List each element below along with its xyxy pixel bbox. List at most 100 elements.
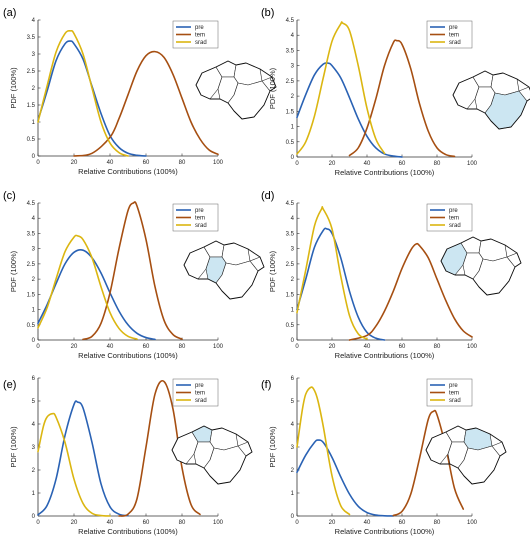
x-tick-label: 40	[364, 520, 371, 526]
x-tick-label: 80	[179, 160, 186, 166]
map-region-northeast	[490, 72, 520, 96]
y-tick-label: 1.5	[27, 103, 36, 109]
y-tick-label: 3	[291, 445, 295, 451]
series-line-pre	[296, 439, 395, 517]
series-line-tem	[392, 409, 465, 517]
y-tick-label: 5	[32, 399, 36, 405]
y-axis-title: PDF (100%)	[9, 67, 18, 109]
map-region-northeast	[221, 242, 251, 266]
y-tick-label: 5	[291, 399, 295, 405]
region-map	[183, 240, 265, 300]
x-tick-label: 40	[107, 160, 114, 166]
y-tick-label: 0	[291, 155, 295, 161]
y-tick-label: 3	[291, 64, 295, 70]
x-tick-label: 80	[434, 161, 441, 167]
map-region-west	[440, 242, 468, 276]
x-tick-label: 0	[295, 344, 299, 350]
x-tick-label: 0	[295, 161, 299, 167]
y-tick-label: 6	[291, 376, 295, 382]
y-tick-label: 2.5	[286, 79, 295, 85]
region-map	[425, 425, 507, 485]
map-region-west	[195, 66, 223, 100]
x-tick-label: 100	[213, 344, 224, 350]
map-region-west	[171, 431, 199, 465]
y-tick-label: 0.5	[27, 137, 36, 143]
map-outline	[171, 425, 253, 485]
panel-label: (f)	[261, 379, 271, 391]
legend-label-srad: srad	[449, 40, 461, 46]
series-line-srad	[37, 412, 111, 517]
x-tick-label: 0	[295, 520, 299, 526]
panel-c: (c) 0 20 40 60 80 100 0 0.5 1 1.5 2 2.5 3 3.5 4 4.5 Relat…	[3, 190, 265, 360]
map-region-northeast	[478, 238, 508, 262]
y-tick-label: 0	[291, 514, 295, 520]
legend-label-pre: pre	[449, 25, 458, 31]
map-region-east	[518, 86, 530, 102]
x-tick-label: 100	[213, 520, 224, 526]
region-map	[171, 425, 253, 485]
x-tick-label: 0	[36, 160, 40, 166]
y-tick-label: 1	[291, 125, 295, 131]
legend-label-tem: tem	[449, 33, 459, 39]
y-tick-label: 4.5	[286, 201, 295, 207]
y-tick-label: 4	[32, 18, 36, 24]
y-tick-label: 3.5	[27, 35, 36, 41]
panel-label: (d)	[261, 190, 274, 202]
x-tick-label: 20	[329, 344, 336, 350]
y-axis-title: PDF (100%)	[9, 250, 18, 292]
series-line-tem	[82, 201, 183, 341]
y-tick-label: 3	[291, 247, 295, 253]
y-tick-label: 1	[32, 308, 36, 314]
series-line-pre	[37, 249, 156, 341]
y-tick-label: 0.5	[286, 140, 295, 146]
map-region-northeast	[233, 62, 263, 86]
x-tick-label: 40	[364, 161, 371, 167]
x-tick-label: 60	[143, 344, 150, 350]
y-tick-label: 2	[32, 277, 36, 283]
y-tick-label: 2.5	[286, 262, 295, 268]
panel-label: (e)	[3, 379, 16, 391]
x-tick-label: 80	[434, 344, 441, 350]
map-region-northeast	[463, 427, 493, 451]
legend-box	[172, 378, 219, 407]
y-tick-label: 2.5	[27, 69, 36, 75]
legend-label-tem: tem	[449, 391, 459, 397]
series-line-tem	[73, 50, 219, 157]
y-tick-label: 4	[291, 422, 295, 428]
x-tick-label: 60	[399, 344, 406, 350]
y-tick-label: 0	[32, 338, 36, 344]
x-tick-label: 20	[71, 160, 78, 166]
legend-label-pre: pre	[195, 208, 204, 214]
y-tick-label: 2	[291, 94, 295, 100]
y-tick-label: 4.5	[27, 201, 36, 207]
panel-label: (c)	[3, 190, 16, 202]
legend-label-tem: tem	[449, 216, 459, 222]
map-outline	[440, 236, 522, 296]
y-tick-label: 1	[32, 120, 36, 126]
y-tick-label: 1.5	[27, 292, 36, 298]
legend-label-srad: srad	[195, 223, 207, 229]
x-tick-label: 60	[399, 161, 406, 167]
y-tick-label: 0	[32, 154, 36, 160]
map-outline	[183, 240, 265, 300]
panel-f: (f) 0 20 40 60 80 100 0 1 2 3 4 5 6 Relative Contribut…	[261, 376, 507, 536]
y-tick-label: 3.5	[27, 231, 36, 237]
series-line-srad	[296, 21, 386, 155]
x-tick-label: 60	[143, 160, 150, 166]
y-axis-title: PDF (100%)	[268, 67, 277, 109]
x-tick-label: 80	[179, 520, 186, 526]
x-tick-label: 0	[36, 344, 40, 350]
x-axis-title: Relative Contributions (100%)	[78, 167, 178, 176]
x-tick-label: 40	[364, 344, 371, 350]
legend-label-srad: srad	[449, 223, 461, 229]
y-tick-label: 4	[32, 216, 36, 222]
legend-label-pre: pre	[449, 208, 458, 214]
x-tick-label: 20	[329, 520, 336, 526]
y-tick-label: 3	[32, 247, 36, 253]
legend-label-tem: tem	[195, 33, 205, 39]
y-axis-title: PDF (100%)	[268, 250, 277, 292]
